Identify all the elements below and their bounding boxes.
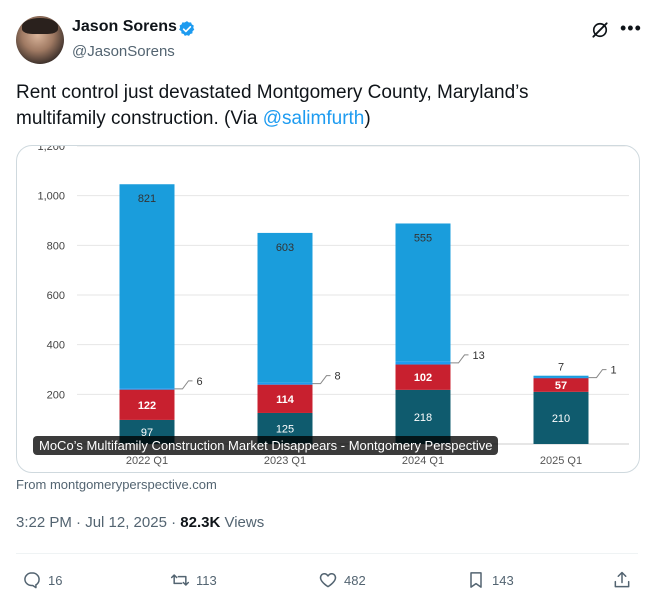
bar-segment: [395, 223, 451, 362]
more-icon[interactable]: •••: [620, 18, 642, 38]
bookmark-count: 143: [492, 572, 514, 588]
bar-segment: [257, 232, 313, 383]
bar-segment: [119, 184, 175, 389]
data-label: 210: [552, 413, 570, 425]
y-tick-label: 400: [47, 340, 65, 352]
avatar[interactable]: [16, 16, 64, 64]
tweet-text-body: Rent control just devastated Montgomery …: [16, 82, 529, 129]
data-label: 125: [276, 423, 294, 435]
bar-segment: [119, 388, 175, 390]
data-label: 6: [197, 376, 203, 388]
bar-segment: [533, 391, 589, 444]
bar-segment: [533, 375, 589, 378]
x-tick-label: 2025 Q1: [540, 455, 582, 467]
data-label: 13: [473, 350, 485, 362]
x-tick-label: 2022 Q1: [126, 455, 168, 467]
data-label: 102: [414, 372, 432, 384]
bar-segment: [395, 389, 451, 444]
bar-segment: [257, 382, 313, 385]
tweet-text: Rent control just devastated Montgomery …: [16, 80, 616, 132]
card-title[interactable]: MoCo’s Multifamily Construction Market D…: [33, 436, 499, 455]
y-tick-label: 200: [47, 389, 65, 401]
y-tick-label: 1,200: [37, 146, 65, 153]
x-tick-label: 2024 Q1: [402, 455, 444, 467]
data-label: 7: [558, 362, 564, 374]
bar-segment: [533, 377, 589, 379]
bar-segment: [395, 361, 451, 365]
bookmark-button[interactable]: 143: [466, 568, 514, 592]
views-count: 82.3K: [180, 514, 221, 531]
retweet-count: 113: [196, 572, 217, 588]
bookmark-icon: [470, 572, 482, 588]
x-tick-label: 2023 Q1: [264, 455, 306, 467]
y-tick-label: 1,000: [37, 191, 65, 203]
verified-badge-icon: [179, 21, 195, 36]
data-label: 555: [414, 232, 432, 244]
reply-count: 16: [48, 572, 63, 588]
divider: [16, 553, 638, 554]
data-label-leader: [312, 375, 331, 385]
y-tick-label: 800: [47, 240, 65, 252]
data-label-leader: [588, 369, 607, 379]
data-label: 603: [276, 242, 294, 254]
data-label: 8: [335, 371, 341, 383]
tweet-text-end: ): [364, 108, 371, 129]
card-source[interactable]: From montgomeryperspective.com: [16, 477, 217, 492]
like-button[interactable]: 482: [318, 568, 366, 592]
data-label-leader: [450, 354, 469, 364]
bar-segment: [257, 384, 313, 413]
like-icon: [319, 573, 337, 588]
timestamp[interactable]: 3:22 PM · Jul 12, 2025 ·: [16, 514, 181, 531]
data-label: 122: [138, 400, 156, 412]
bar-segment: [395, 364, 451, 390]
tweet-meta: 3:22 PM · Jul 12, 2025 · 82.3K Views: [16, 514, 264, 531]
bar-segment: [119, 389, 175, 420]
data-label-leader: [174, 380, 193, 390]
data-label: 57: [555, 380, 567, 392]
author-name[interactable]: Jason Sorens: [72, 18, 177, 35]
data-label: 97: [141, 427, 153, 439]
data-label: 821: [138, 193, 156, 205]
share-icon: [614, 571, 630, 588]
like-count: 482: [344, 572, 366, 588]
grok-icon[interactable]: [590, 20, 610, 40]
data-label: 218: [414, 412, 432, 424]
bar-segment: [533, 377, 589, 392]
share-button[interactable]: [612, 568, 632, 592]
mention-link[interactable]: @salimfurth: [262, 108, 365, 129]
link-card[interactable]: 200 400 600 800 1,000 1,200 97 122 6 821 2022 Q1 12…: [16, 145, 640, 473]
retweet-icon: [170, 574, 190, 586]
data-label: 114: [276, 394, 295, 406]
author-handle[interactable]: @JasonSorens: [72, 43, 175, 60]
data-label: 1: [611, 365, 617, 377]
reply-button[interactable]: 16: [22, 568, 62, 592]
reply-icon: [24, 572, 40, 589]
views-label: Views: [220, 514, 265, 531]
retweet-button[interactable]: 113: [170, 568, 217, 592]
y-tick-label: 600: [47, 290, 65, 302]
